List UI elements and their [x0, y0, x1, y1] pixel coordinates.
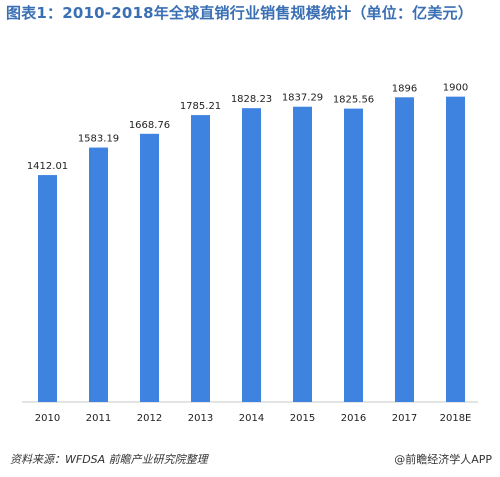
value-label-2012: 1668.76 — [129, 120, 170, 131]
bar-2015 — [293, 106, 312, 402]
bar-2010 — [38, 175, 57, 402]
value-label-2018E: 1900 — [443, 83, 468, 94]
value-labels-group: 1412.01 1583.19 1668.76 1785.21 1828.23 1837.… — [27, 83, 468, 172]
category-label-2015: 2015 — [290, 413, 315, 424]
value-label-2010: 1412.01 — [27, 161, 68, 172]
category-label-2018E: 2018E — [440, 413, 472, 424]
value-label-2016: 1825.56 — [333, 95, 374, 106]
bar-2011 — [89, 147, 108, 402]
category-label-2017: 2017 — [392, 413, 417, 424]
bar-2017 — [395, 97, 414, 403]
value-label-2013: 1785.21 — [180, 101, 221, 112]
value-label-2011: 1583.19 — [78, 134, 119, 145]
category-label-2010: 2010 — [35, 413, 60, 424]
source-note: 资料来源：WFDSA 前瞻产业研究院整理 — [10, 453, 208, 466]
bar-2018E — [446, 96, 465, 403]
bar-2014 — [242, 108, 261, 403]
value-label-2017: 1896 — [392, 83, 417, 94]
category-label-2013: 2013 — [188, 413, 213, 424]
bar-2016 — [344, 108, 363, 402]
category-label-2012: 2012 — [137, 413, 162, 424]
credit-text: @前瞻经济学人APP — [394, 453, 492, 466]
category-labels-group: 2010 2011 2012 2013 2014 2015 2016 2017 2018E — [35, 413, 472, 424]
value-label-2015: 1837.29 — [282, 93, 323, 104]
bar-2013 — [191, 115, 210, 402]
category-label-2011: 2011 — [86, 413, 111, 424]
footer: 资料来源：WFDSA 前瞻产业研究院整理 @前瞻经济学人APP — [0, 444, 500, 477]
bar-2012 — [140, 133, 159, 402]
value-label-2014: 1828.23 — [231, 94, 272, 105]
chart-title: 图表1：2010-2018年全球直销行业销售规模统计（单位：亿美元） — [6, 4, 473, 22]
category-label-2016: 2016 — [341, 413, 366, 424]
bars-group — [38, 96, 465, 403]
category-label-2014: 2014 — [239, 413, 264, 424]
